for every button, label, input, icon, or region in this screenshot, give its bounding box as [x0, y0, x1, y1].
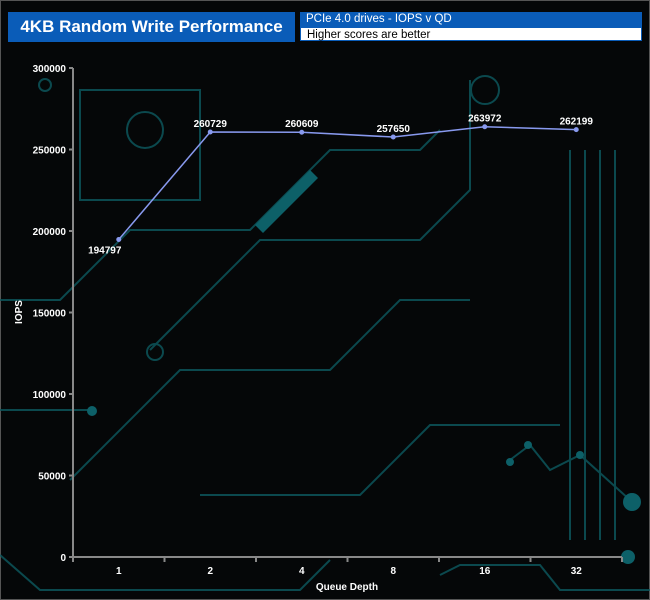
- data-label: 260729: [194, 119, 228, 130]
- y-tick-label: 50000: [38, 472, 66, 483]
- data-point: [116, 236, 122, 242]
- data-point: [207, 129, 213, 135]
- x-tick-label: 8: [390, 566, 396, 577]
- data-point: [482, 124, 488, 130]
- y-tick-label: 100000: [33, 390, 67, 401]
- x-tick-label: 32: [571, 566, 583, 577]
- data-label: 263972: [468, 114, 502, 125]
- data-point: [299, 129, 305, 135]
- y-tick-label: 150000: [33, 309, 67, 320]
- data-label: 262199: [560, 117, 594, 128]
- series-line: [118, 125, 577, 240]
- y-tick-label: 200000: [33, 227, 67, 238]
- data-point: [390, 134, 396, 140]
- data-label: 194797: [88, 245, 122, 256]
- chart-subtitle: PCIe 4.0 drives - IOPS v QD: [300, 12, 642, 27]
- y-axis-label: IOPS: [14, 300, 25, 324]
- y-tick-label: 0: [60, 553, 66, 564]
- x-tick-label: 1: [116, 566, 122, 577]
- data-label: 260609: [285, 119, 319, 130]
- x-tick-label: 16: [479, 566, 491, 577]
- x-tick-label: 2: [207, 566, 213, 577]
- y-tick-label: 300000: [33, 64, 67, 75]
- y-tick-label: 250000: [33, 146, 67, 157]
- x-axis-label: Queue Depth: [316, 582, 378, 593]
- chart-title: 4KB Random Write Performance: [8, 12, 295, 42]
- data-point: [573, 127, 579, 133]
- data-label: 257650: [377, 124, 411, 135]
- x-tick-label: 4: [299, 566, 305, 577]
- chart-note: Higher scores are better: [300, 27, 642, 41]
- subtitle-box: PCIe 4.0 drives - IOPS v QD Higher score…: [300, 12, 642, 42]
